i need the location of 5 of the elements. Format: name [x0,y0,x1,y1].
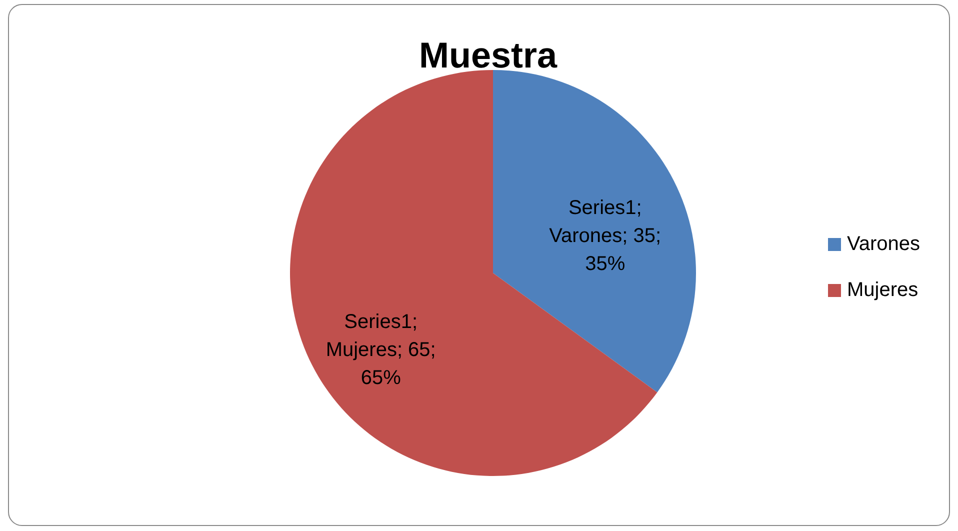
data-label: Series1; Mujeres; 65; 65% [326,311,436,390]
legend-label: Mujeres [847,278,918,302]
data-label: Series1; Varones; 35; 35% [549,196,662,275]
legend-label: Varones [847,232,920,256]
chart-title: Muestra [418,34,558,76]
